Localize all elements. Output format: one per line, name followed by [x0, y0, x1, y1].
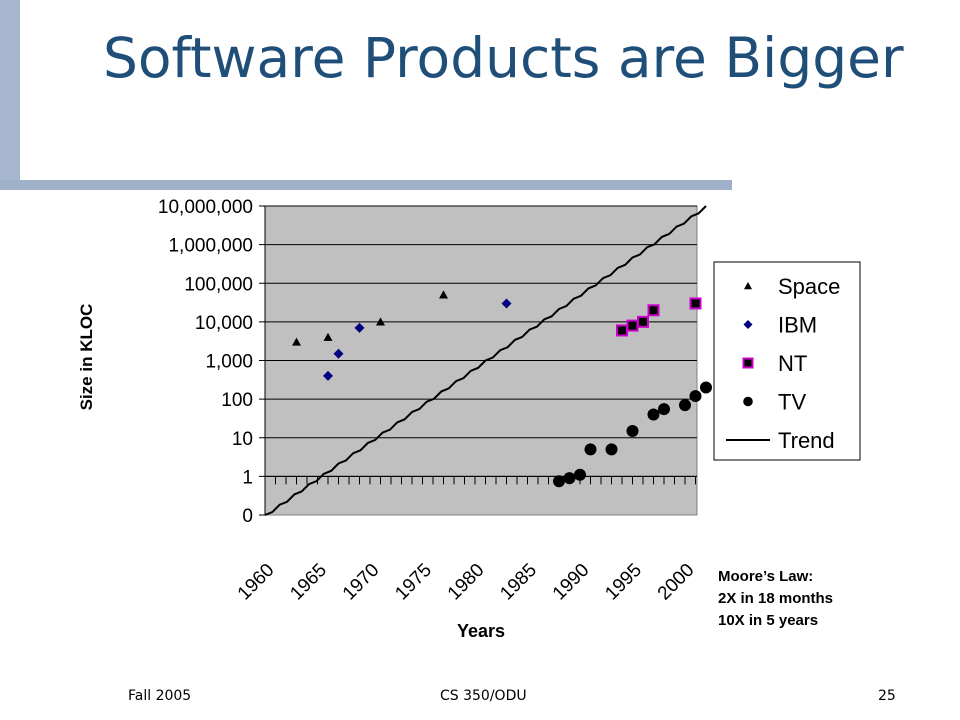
- legend-label: IBM: [778, 313, 817, 338]
- x-tick-label: 2000: [654, 560, 699, 605]
- y-tick-label: 100,000: [184, 274, 253, 295]
- y-axis-label: Size in KLOC: [77, 304, 96, 411]
- y-tick-label: 0: [242, 506, 253, 527]
- slide-title: Software Products are Bigger: [103, 26, 904, 90]
- legend-label: NT: [778, 351, 807, 376]
- x-tick-label: 1960: [234, 560, 279, 605]
- space-point: [292, 337, 301, 346]
- y-tick-label: 1: [242, 467, 253, 488]
- tv-point: [553, 475, 565, 488]
- footer-course: CS 350/ODU: [440, 688, 527, 704]
- moores-law-note: Moore’s Law: 2X in 18 months 10X in 5 ye…: [718, 566, 833, 632]
- y-tick-label: 1,000: [205, 352, 253, 373]
- footer-date: Fall 2005: [128, 688, 192, 704]
- x-tick-label: 1970: [339, 560, 384, 605]
- space-point: [376, 317, 385, 326]
- trend-line: [264, 205, 707, 516]
- note-line-1: Moore’s Law:: [718, 568, 814, 585]
- legend-label: Space: [778, 274, 840, 299]
- tv-point: [605, 443, 618, 456]
- tv-point: [658, 403, 670, 416]
- legend-marker: [743, 320, 753, 329]
- ibm-point: [501, 298, 512, 309]
- footer-page-number: 25: [878, 688, 896, 704]
- legend-box: [713, 261, 861, 461]
- nt-point: [689, 297, 702, 310]
- legend-marker: [743, 396, 753, 407]
- legend-label: Trend: [778, 428, 835, 453]
- ibm-point: [323, 370, 333, 381]
- nt-point: [637, 315, 649, 328]
- y-tick-label: 10,000: [195, 313, 253, 334]
- x-tick-label: 1990: [549, 560, 594, 605]
- tv-point: [689, 390, 702, 403]
- ibm-point: [333, 348, 344, 359]
- tv-point: [574, 468, 586, 481]
- x-tick-label: 1995: [601, 560, 646, 605]
- x-axis-label: Years: [457, 621, 505, 641]
- note-line-3: 10X in 5 years: [718, 612, 819, 629]
- y-tick-label: 10,000,000: [158, 197, 253, 218]
- space-point: [439, 290, 448, 299]
- x-tick-label: 1975: [391, 560, 436, 605]
- tv-point: [679, 399, 691, 412]
- nt-point: [616, 324, 628, 337]
- note-line-2: 2X in 18 months: [718, 590, 834, 607]
- tv-point: [626, 424, 639, 437]
- legend-marker: [743, 281, 753, 290]
- tv-point: [584, 443, 597, 456]
- tv-point: [563, 472, 576, 485]
- tv-point: [647, 408, 660, 421]
- decorative-strip-horizontal: [0, 180, 732, 190]
- x-tick-label: 1965: [286, 560, 331, 605]
- decorative-strip-vertical: [0, 0, 20, 180]
- nt-point: [647, 304, 660, 317]
- x-tick-label: 1985: [496, 560, 541, 605]
- tv-point: [700, 381, 712, 394]
- legend-label: TV: [778, 390, 806, 415]
- y-tick-label: 10: [232, 429, 253, 450]
- nt-point: [626, 319, 639, 332]
- space-point: [323, 332, 333, 341]
- legend-marker: [742, 357, 754, 369]
- y-tick-label: 100: [221, 390, 253, 411]
- ibm-point: [354, 322, 365, 333]
- x-tick-label: 1980: [444, 560, 489, 605]
- y-tick-label: 1,000,000: [168, 236, 253, 257]
